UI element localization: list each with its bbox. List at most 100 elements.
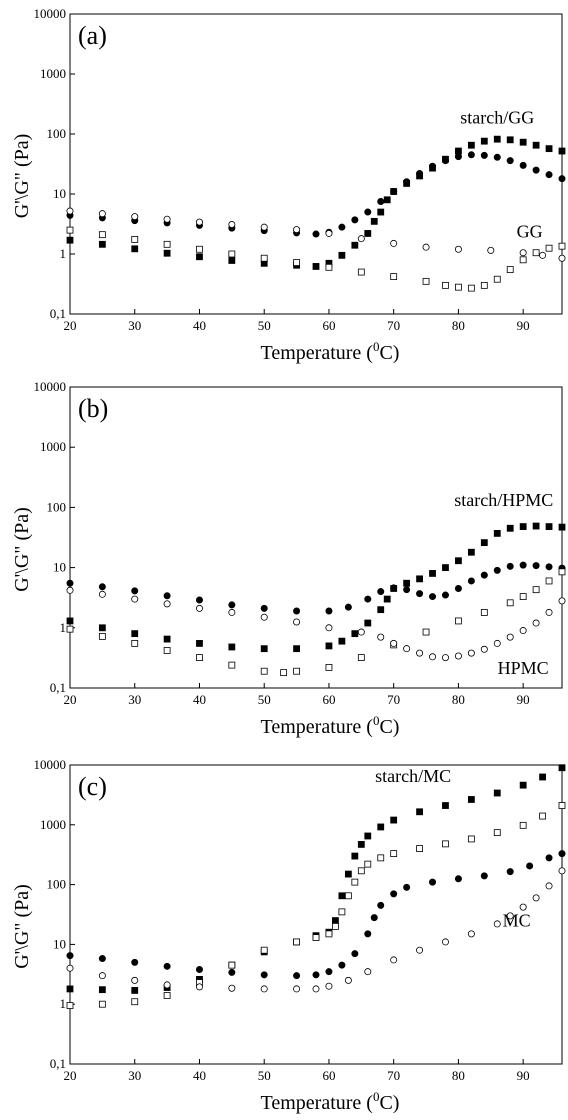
x-tick-label: 30 bbox=[128, 692, 141, 707]
panel-label: (c) bbox=[78, 772, 107, 801]
data-point-square bbox=[558, 523, 566, 531]
data-point-circle bbox=[377, 901, 385, 909]
data-point-square bbox=[480, 281, 488, 289]
x-tick-label: 20 bbox=[64, 692, 77, 707]
y-tick-label: 100 bbox=[47, 126, 67, 141]
data-point-circle bbox=[403, 178, 411, 186]
data-point-square bbox=[66, 236, 74, 244]
data-point-square bbox=[196, 640, 203, 647]
data-point-circle bbox=[377, 633, 385, 641]
data-point-square bbox=[558, 147, 566, 155]
data-point-square bbox=[364, 230, 372, 237]
data-point-square bbox=[196, 245, 203, 253]
data-point-square bbox=[480, 609, 488, 616]
data-point-square bbox=[519, 781, 527, 789]
data-point-circle bbox=[422, 243, 430, 251]
data-point-circle bbox=[429, 593, 437, 601]
data-point-square bbox=[506, 599, 514, 607]
data-point-square bbox=[344, 870, 352, 878]
data-point-square bbox=[325, 663, 333, 671]
data-point-square bbox=[539, 773, 546, 781]
series-3 bbox=[66, 802, 566, 1009]
data-point-square bbox=[260, 946, 268, 954]
data-point-square bbox=[480, 539, 488, 547]
data-point-square bbox=[377, 208, 385, 216]
data-point-circle bbox=[98, 583, 106, 591]
data-point-circle bbox=[545, 608, 553, 616]
series-4 bbox=[66, 586, 566, 662]
data-point-square bbox=[351, 852, 359, 860]
x-axis-label-unit: C) bbox=[379, 1092, 399, 1114]
data-point-circle bbox=[131, 595, 139, 603]
data-point-circle bbox=[454, 875, 462, 883]
y-tick-label: 0,1 bbox=[50, 680, 66, 695]
data-point-circle bbox=[441, 591, 449, 599]
data-point-circle bbox=[195, 983, 203, 991]
data-point-square bbox=[351, 630, 359, 638]
y-axis-label: G'\G" (Pa) bbox=[11, 507, 33, 592]
data-point-circle bbox=[480, 645, 488, 653]
data-point-square bbox=[351, 241, 359, 249]
x-axis-label: Temperature (0C) bbox=[261, 1089, 400, 1114]
data-point-square bbox=[364, 832, 372, 840]
data-point-circle bbox=[545, 563, 553, 571]
plot-frame bbox=[69, 386, 563, 689]
data-point-circle bbox=[344, 976, 352, 984]
data-point-square bbox=[293, 645, 300, 653]
y-tick-label: 100 bbox=[47, 877, 67, 892]
data-point-square bbox=[312, 263, 320, 270]
data-point-square bbox=[532, 522, 540, 530]
data-point-square bbox=[260, 667, 268, 675]
data-point-circle bbox=[429, 162, 437, 170]
y-axis-label: G'\G" (Pa) bbox=[11, 884, 33, 969]
data-point-circle bbox=[195, 966, 203, 974]
data-point-circle bbox=[416, 649, 424, 657]
data-point-circle bbox=[480, 571, 488, 579]
data-point-square bbox=[519, 821, 527, 829]
x-axis-label: Temperature (0C) bbox=[261, 339, 400, 364]
data-point-square bbox=[66, 985, 74, 993]
data-point-circle bbox=[357, 628, 365, 636]
data-point-circle bbox=[390, 956, 398, 964]
x-tick-label: 40 bbox=[193, 1068, 206, 1083]
data-point-square bbox=[357, 867, 365, 875]
data-point-square bbox=[467, 548, 475, 556]
data-point-circle bbox=[403, 586, 411, 594]
data-point-circle bbox=[377, 588, 385, 596]
x-tick-label: 20 bbox=[64, 1068, 77, 1083]
data-point-circle bbox=[195, 596, 203, 604]
data-point-square bbox=[338, 908, 346, 916]
data-point-circle bbox=[493, 153, 501, 161]
series-4 bbox=[66, 207, 566, 262]
y-tick-label: 10000 bbox=[34, 379, 67, 394]
data-point-circle bbox=[293, 226, 301, 234]
data-point-square bbox=[532, 249, 540, 257]
x-tick-label: 70 bbox=[387, 318, 400, 333]
data-point-circle bbox=[312, 230, 320, 238]
data-point-square bbox=[429, 570, 436, 577]
data-point-circle bbox=[429, 653, 437, 661]
data-point-square bbox=[66, 1002, 74, 1009]
data-point-square bbox=[455, 283, 462, 291]
data-point-square bbox=[325, 642, 333, 650]
data-point-circle bbox=[454, 153, 462, 161]
data-point-circle bbox=[66, 952, 74, 960]
data-point-circle bbox=[293, 985, 301, 993]
data-point-circle bbox=[558, 175, 566, 183]
data-point-square bbox=[442, 802, 449, 809]
data-point-square bbox=[455, 617, 462, 625]
y-tick-label: 0,1 bbox=[50, 1056, 66, 1071]
series-4 bbox=[66, 867, 566, 993]
data-point-square bbox=[131, 998, 139, 1006]
series-2 bbox=[66, 561, 566, 615]
data-point-circle bbox=[66, 964, 74, 972]
series-annotation: starch/MC bbox=[375, 766, 451, 786]
data-point-circle bbox=[390, 239, 398, 247]
chart-panel-2: 0,1 1 10 100 1000 10000 20 30 40 50 60 70 80 90 Temper… bbox=[11, 379, 566, 738]
data-point-square bbox=[260, 645, 268, 653]
data-point-square bbox=[467, 141, 475, 149]
data-point-square bbox=[545, 577, 553, 585]
data-point-circle bbox=[195, 604, 203, 612]
y-tick-label: 1 bbox=[60, 620, 67, 635]
x-tick-label: 80 bbox=[452, 1068, 465, 1083]
